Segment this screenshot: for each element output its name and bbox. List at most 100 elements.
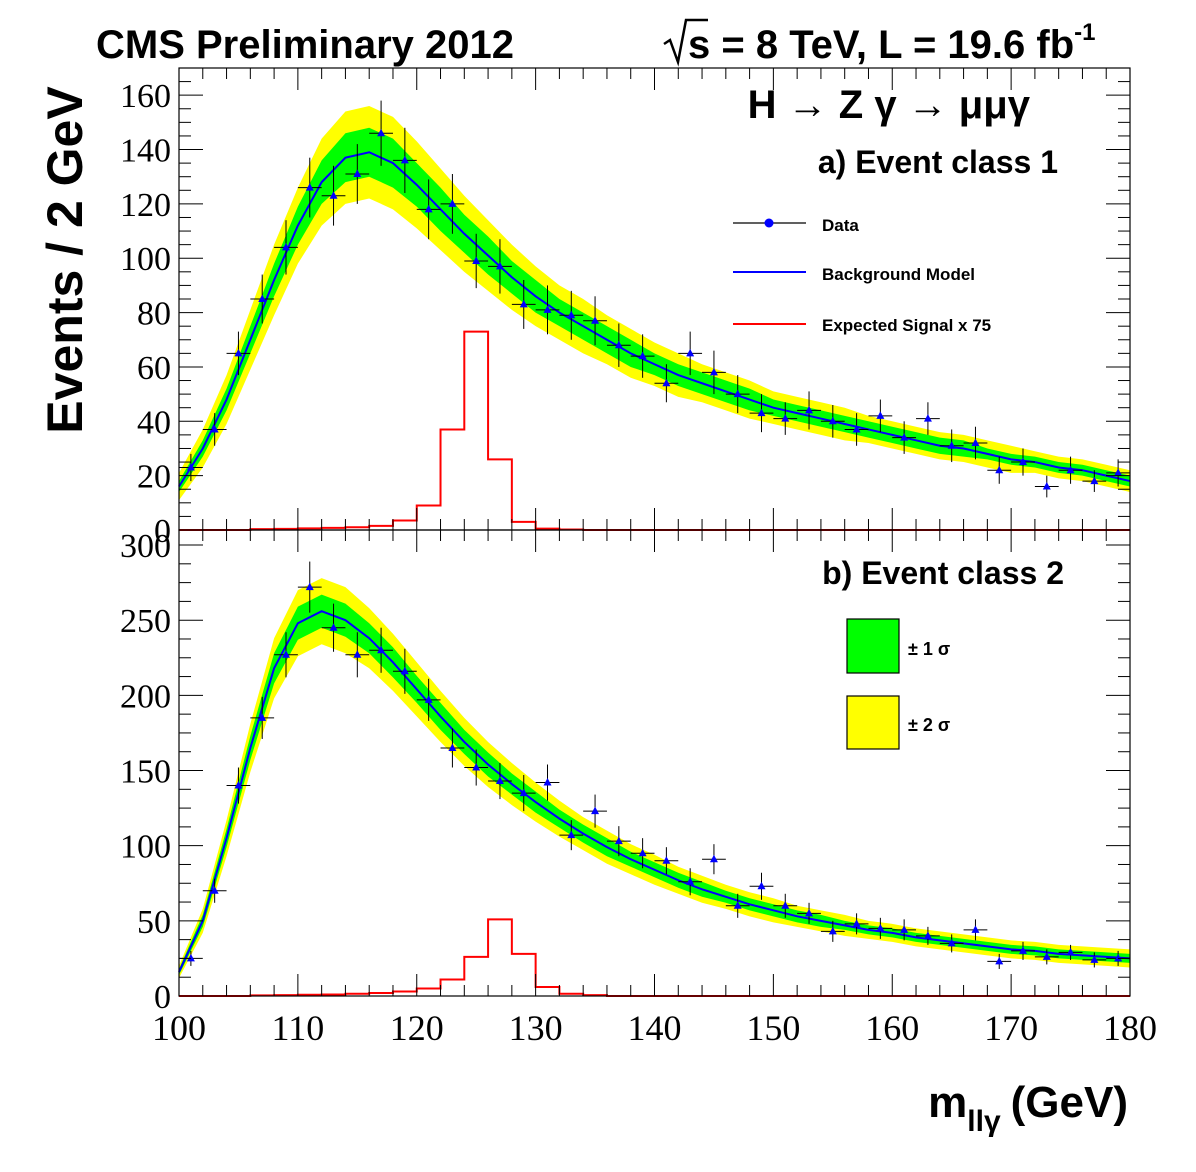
data-point: [250, 696, 275, 739]
data-point: [773, 402, 798, 435]
data-marker: [543, 305, 552, 313]
data-marker: [377, 645, 386, 654]
data-marker: [638, 351, 647, 360]
data-marker: [709, 367, 718, 376]
data-point: [464, 749, 489, 786]
data-marker: [210, 424, 219, 433]
x-tick-label: 160: [865, 1008, 919, 1048]
data-point: [345, 144, 370, 204]
data-point: [179, 453, 203, 482]
x-tick-label: 170: [984, 1008, 1038, 1048]
data-point: [535, 285, 560, 335]
data-marker: [258, 713, 267, 721]
data-marker: [210, 886, 219, 894]
data-point: [511, 775, 536, 812]
data-point: [274, 220, 298, 275]
data-marker: [424, 695, 433, 703]
header-cms-preliminary: CMS Preliminary 2012: [96, 23, 514, 67]
data-point: [583, 794, 607, 828]
data-marker: [305, 582, 314, 591]
header-energy: s = 8 TeV, L = 19.6 fb-1: [688, 19, 1096, 67]
data-marker: [1066, 947, 1075, 956]
data-point: [987, 456, 1012, 484]
data-marker: [709, 854, 718, 863]
event-class-1-label: a) Event class 1: [818, 144, 1058, 180]
data-marker: [329, 191, 338, 199]
data-marker: [971, 438, 980, 447]
data-marker: [448, 743, 457, 751]
data-marker: [1090, 955, 1099, 963]
sqrt-icon: [663, 18, 708, 67]
data-marker: [1114, 953, 1123, 962]
data-point: [892, 421, 917, 454]
data-point: [606, 323, 631, 367]
y-tick-label: 160: [120, 78, 171, 115]
header-lumi-exponent: -1: [1074, 19, 1095, 46]
data-point: [226, 767, 251, 804]
data-marker: [1019, 457, 1028, 466]
legend-sigma1-label: ± 1 σ: [908, 639, 950, 659]
data-marker: [828, 926, 837, 935]
data-marker: [995, 465, 1004, 474]
data-point: [1011, 448, 1035, 476]
axis-ticks-a: 0 20 40 60 80 100 120 140 160: [120, 67, 1131, 550]
data-point: [488, 239, 512, 294]
data-marker: [638, 848, 647, 857]
uncertainty-bands-b: [179, 578, 1130, 978]
data-marker: [900, 925, 909, 933]
sigma2-band: [179, 578, 1130, 978]
y-tick-label: 120: [120, 187, 171, 224]
data-marker: [757, 881, 766, 890]
data-point: [297, 561, 322, 613]
data-marker: [781, 414, 790, 422]
data-point: [916, 402, 940, 435]
data-point: [725, 375, 750, 414]
panel-b: 0 50 100 150 200 250 300 100 110 120 130 140 150 160 1…: [120, 528, 1157, 1048]
data-marker: [876, 411, 885, 419]
data-marker: [472, 256, 481, 264]
uncertainty-bands-a: [179, 106, 1130, 501]
data-point: [1106, 459, 1130, 487]
data-marker: [448, 199, 457, 207]
y-tick-label: 300: [120, 528, 171, 565]
data-marker: [519, 299, 528, 308]
data-point: [987, 953, 1012, 969]
y-tick-label: 60: [137, 350, 171, 387]
data-point: [345, 632, 370, 678]
y-tick-label: 50: [137, 904, 171, 941]
data-point: [226, 331, 251, 376]
data-point: [1034, 949, 1059, 965]
data-point: [844, 413, 869, 446]
legend-signal-label: Expected Signal x 75: [822, 316, 991, 335]
data-point: [868, 917, 893, 939]
data-marker: [614, 340, 623, 349]
data-point: [274, 632, 298, 678]
data-point: [868, 399, 893, 433]
data-point: [1082, 470, 1107, 492]
data-marker: [234, 348, 243, 357]
data-marker: [567, 830, 576, 839]
y-tick-label: 150: [120, 754, 171, 791]
data-point: [773, 893, 798, 918]
y-tick-label: 250: [120, 603, 171, 640]
data-marker: [923, 931, 932, 939]
data-point: [1082, 952, 1107, 968]
data-point: [654, 364, 679, 403]
data-marker: [781, 901, 790, 909]
data-marker: [852, 919, 861, 927]
data-marker: [1114, 468, 1123, 476]
data-point: [250, 274, 275, 324]
data-point: [702, 350, 726, 395]
data-point: [1058, 456, 1083, 484]
legend-sigma2-label: ± 2 σ: [908, 715, 950, 735]
data-marker: [472, 763, 481, 771]
legend-background-label: Background Model: [822, 265, 975, 284]
legend-sigma2-swatch: [846, 695, 900, 750]
data-marker: [305, 183, 314, 191]
y-tick-label: 40: [137, 404, 171, 441]
data-marker: [733, 389, 742, 398]
data-marker: [923, 414, 932, 422]
data-marker: [805, 908, 814, 917]
data-marker: [353, 650, 362, 658]
data-point: [1034, 475, 1059, 498]
